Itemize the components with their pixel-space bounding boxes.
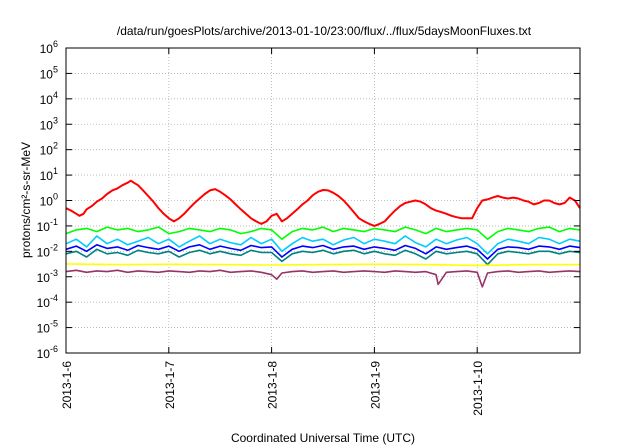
y-axis-label: protons/cm²-s-sr-MeV	[19, 142, 33, 258]
x-tick-label: 2013-1-9	[368, 361, 382, 409]
series-line	[65, 244, 581, 260]
x-axis-label: Coordinated Universal Time (UTC)	[231, 431, 415, 445]
x-tick-label: 2013-1-7	[163, 361, 177, 409]
y-tick-label: 103	[40, 115, 58, 132]
series-line	[65, 248, 581, 266]
y-tick-label: 100	[40, 192, 58, 209]
axis-ticks: 10-6 10-5 10-4 10-3 10-2 10-1 100 101 102 103 104 1…	[37, 39, 580, 416]
y-tick-label: 10-1	[37, 217, 58, 234]
series-group	[65, 179, 581, 288]
y-tick-label: 102	[40, 141, 58, 158]
grid	[66, 48, 580, 353]
x-tick-label: 2013-1-6	[60, 361, 74, 409]
series-line	[65, 263, 580, 267]
y-tick-label: 105	[40, 64, 58, 81]
series-line	[65, 269, 581, 288]
plot-frame	[65, 47, 581, 354]
chart-title: /data/run/goesPlots/archive/2013-01-10/2…	[117, 24, 532, 38]
x-tick-label: 2013-1-10	[471, 361, 485, 416]
y-tick-label: 10-2	[37, 242, 58, 259]
y-tick-label: 10-3	[37, 268, 58, 285]
x-tick-label: 2013-1-8	[266, 361, 280, 409]
y-tick-label: 104	[40, 90, 58, 107]
y-tick-label: 101	[40, 166, 58, 183]
y-tick-label: 10-6	[37, 344, 58, 361]
series-line	[65, 179, 581, 227]
y-tick-label: 10-4	[37, 293, 58, 310]
y-tick-label: 106	[40, 39, 58, 56]
series-line	[65, 226, 581, 240]
series-line	[65, 235, 581, 255]
y-tick-label: 10-5	[37, 319, 58, 336]
